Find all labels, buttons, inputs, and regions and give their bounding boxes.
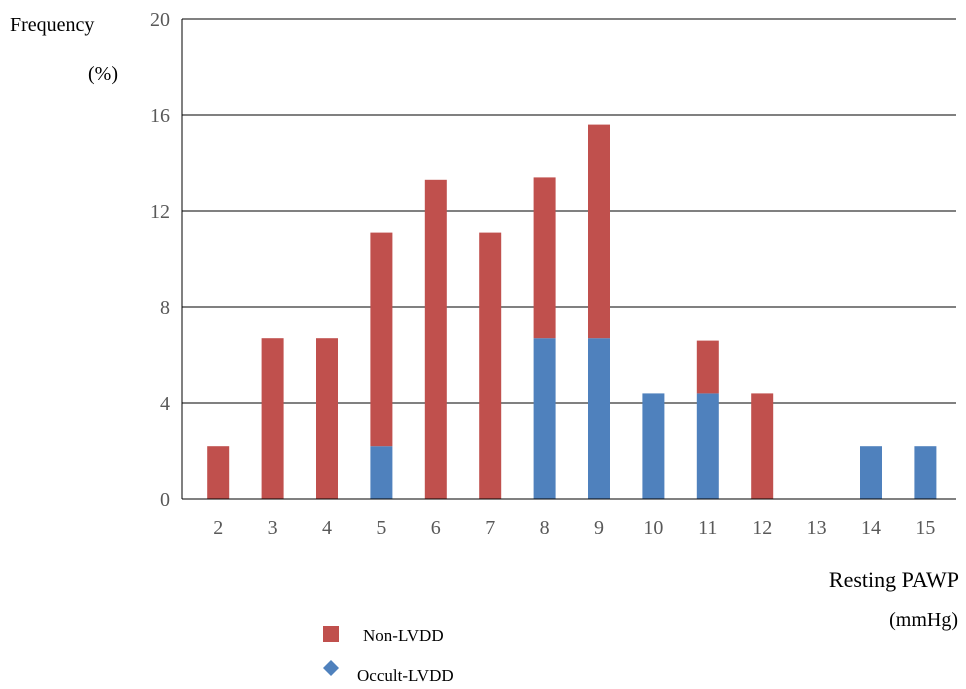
bar-non-lvdd bbox=[751, 393, 774, 499]
bar-non-lvdd bbox=[479, 232, 502, 499]
bar-occult-lvdd bbox=[370, 446, 393, 499]
legend-swatch-non-lvdd bbox=[323, 626, 339, 642]
x-tick-label: 13 bbox=[807, 517, 827, 539]
bar-non-lvdd bbox=[207, 446, 230, 499]
x-tick-label: 11 bbox=[698, 517, 717, 539]
bar-occult-lvdd bbox=[860, 446, 882, 499]
x-tick-label: 8 bbox=[540, 517, 550, 539]
x-tick-label: 9 bbox=[594, 517, 604, 539]
bar-non-lvdd bbox=[533, 177, 556, 339]
bar-occult-lvdd bbox=[588, 338, 610, 499]
y-tick-label: 12 bbox=[150, 201, 170, 223]
bar-occult-lvdd bbox=[696, 393, 719, 499]
bar-non-lvdd bbox=[261, 338, 284, 499]
y-tick-label: 8 bbox=[160, 297, 170, 319]
bar-occult-lvdd bbox=[914, 446, 937, 499]
y-tick-label: 16 bbox=[150, 105, 170, 127]
bar-non-lvdd bbox=[424, 179, 447, 500]
y-axis-label: Frequency bbox=[10, 14, 94, 36]
legend-label-non-lvdd: Non-LVDD bbox=[363, 626, 444, 645]
bar-non-lvdd bbox=[696, 340, 719, 394]
bar-occult-lvdd bbox=[642, 393, 665, 499]
x-tick-label: 14 bbox=[861, 517, 881, 539]
bar-non-lvdd bbox=[588, 124, 610, 339]
legend-swatch-occult-lvdd bbox=[323, 660, 339, 676]
x-tick-label: 3 bbox=[268, 517, 278, 539]
x-tick-label: 15 bbox=[915, 517, 935, 539]
x-tick-label: 5 bbox=[376, 517, 386, 539]
bar-non-lvdd bbox=[370, 232, 393, 447]
x-axis-unit-label: (mmHg) bbox=[889, 609, 958, 631]
x-tick-label: 12 bbox=[752, 517, 772, 539]
gridlines bbox=[182, 18, 956, 404]
x-tick-label: 4 bbox=[322, 517, 332, 539]
bar-non-lvdd bbox=[316, 338, 338, 499]
x-tick-label: 7 bbox=[485, 517, 495, 539]
y-tick-label: 0 bbox=[160, 489, 170, 511]
legend-label-occult-lvdd: Occult-LVDD bbox=[357, 666, 454, 684]
legend: Non-LVDD Occult-LVDD bbox=[323, 626, 454, 685]
x-axis-label: Resting PAWP bbox=[829, 567, 959, 592]
bars bbox=[207, 124, 937, 500]
axes: 0 4 8 12 16 20 2 3 4 5 6 7 8 9 10 11 12 13 14 15 bbox=[150, 9, 956, 539]
x-tick-label: 6 bbox=[431, 517, 441, 539]
y-tick-label: 20 bbox=[150, 9, 170, 31]
x-tick-label: 10 bbox=[643, 517, 663, 539]
y-tick-label: 4 bbox=[160, 393, 170, 415]
bar-occult-lvdd bbox=[533, 338, 556, 499]
y-axis-unit-label: (%) bbox=[88, 63, 118, 85]
x-tick-label: 2 bbox=[213, 517, 223, 539]
